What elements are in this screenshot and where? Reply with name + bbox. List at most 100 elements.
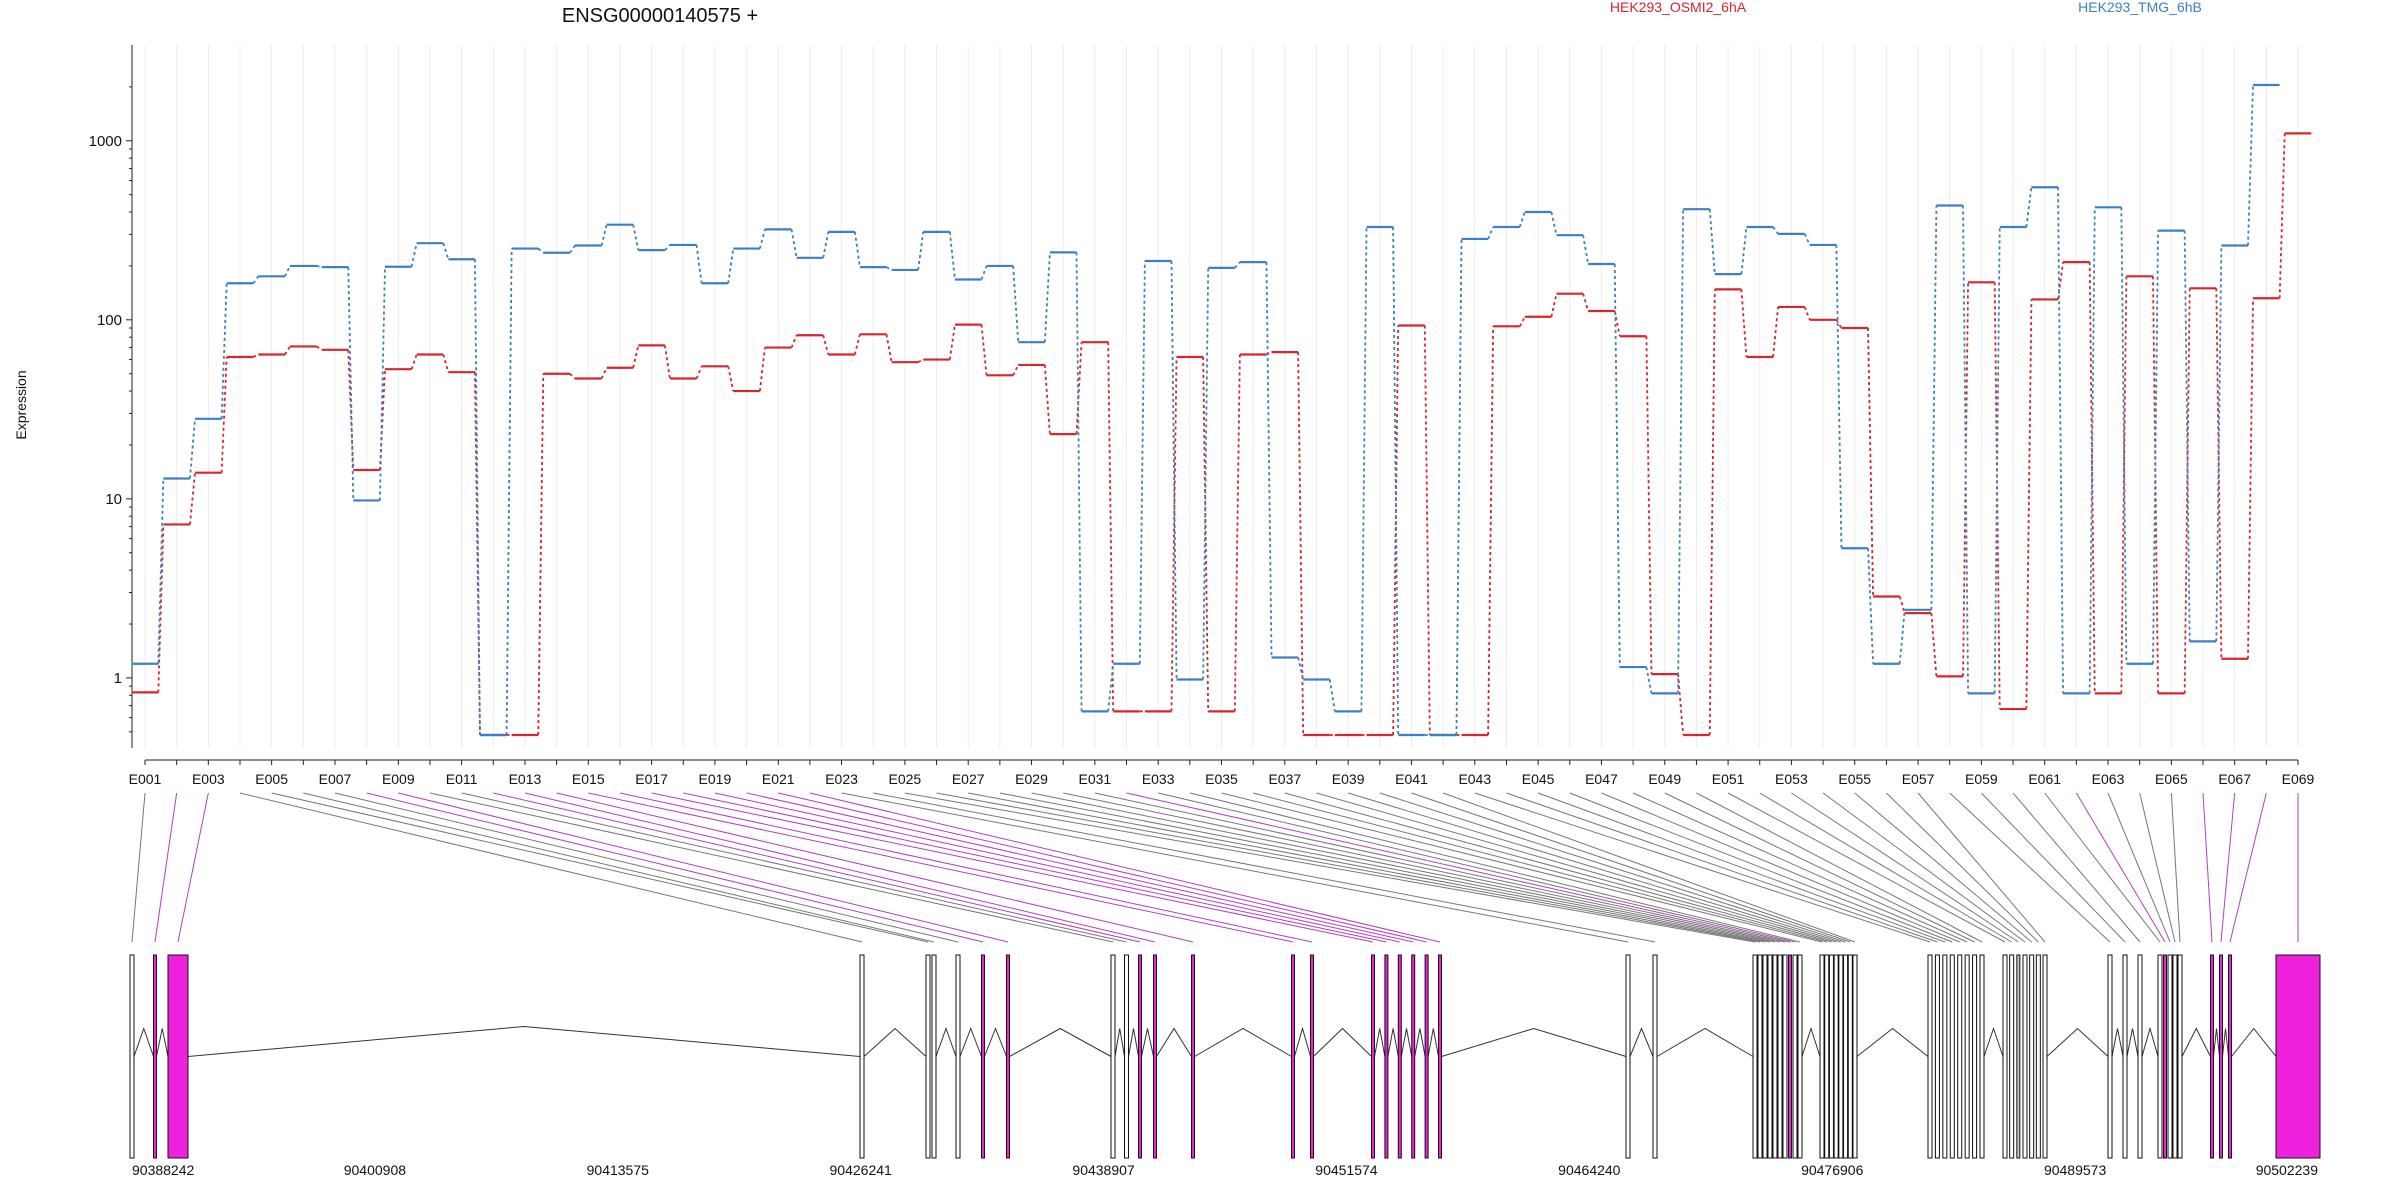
series-connector <box>853 231 861 268</box>
exon-connector <box>493 792 1141 943</box>
exon-box <box>1949 954 1955 1159</box>
exon-box <box>1652 954 1658 1159</box>
exon-connector <box>2220 792 2236 943</box>
series-connector <box>505 248 513 735</box>
exon-connector <box>936 792 1761 943</box>
series-connector <box>1107 342 1115 712</box>
exon-box <box>1411 954 1416 1159</box>
series-connector <box>537 247 544 254</box>
exon-connector <box>1474 792 1931 943</box>
coordinate-label: 90464240 <box>1558 1162 1621 1178</box>
exon-box <box>2016 954 2021 1159</box>
exon-box <box>2167 954 2173 1159</box>
exon-box <box>1788 954 1792 1159</box>
exon-connector <box>154 792 178 943</box>
series-connector <box>2215 245 2223 642</box>
series-connector <box>1645 336 1653 675</box>
series-connector <box>980 265 988 280</box>
exon-box <box>859 954 865 1159</box>
series-a <box>131 132 2312 737</box>
exon-box <box>2172 954 2178 1159</box>
intron-line <box>935 1027 957 1057</box>
y-tick-label: 1 <box>114 670 122 687</box>
x-tick-label: E001 <box>129 771 162 787</box>
series-connector <box>1297 352 1305 735</box>
x-tick-label: E041 <box>1395 771 1428 787</box>
x-tick-label: E009 <box>382 771 415 787</box>
exon-connector <box>2170 792 2181 943</box>
intron-line <box>2141 1026 2159 1057</box>
exon-box <box>153 954 157 1159</box>
x-tick-label: E019 <box>699 771 732 787</box>
exon-box <box>1310 954 1314 1159</box>
x-tick-label: E023 <box>825 771 858 787</box>
axes: 1 10 100 1000 E001 E003 E005 E007 E009 E011 E013 E0… <box>89 45 2315 787</box>
exon-connector <box>1791 792 2019 943</box>
series-connector <box>1392 226 1400 735</box>
series-connector <box>1297 657 1305 680</box>
intron-line <box>1400 1028 1413 1057</box>
y-tick-label: 100 <box>97 312 122 329</box>
intron-line <box>1414 1028 1426 1057</box>
series-connector <box>727 366 735 392</box>
exon-box <box>2219 954 2223 1159</box>
coordinate-label: 90426241 <box>830 1162 893 1178</box>
series-connector <box>1138 261 1146 664</box>
intron-line <box>1983 1026 2004 1057</box>
exon-box <box>1191 954 1195 1159</box>
exon-box <box>1384 954 1389 1159</box>
exon-box <box>1934 954 1940 1159</box>
coordinate-label: 90400908 <box>344 1162 407 1178</box>
intron-line <box>2111 1028 2124 1057</box>
exon-box <box>1979 954 1985 1159</box>
intron-line <box>984 1027 1007 1057</box>
exon-box <box>2157 954 2163 1159</box>
exon-connector <box>1063 792 1781 943</box>
exon-connector <box>2139 792 2176 943</box>
series-connector <box>474 259 481 735</box>
series-connector <box>410 354 418 370</box>
x-tick-label: E051 <box>1712 771 1745 787</box>
series-connector <box>379 266 386 501</box>
x-tick-label: E039 <box>1332 771 1365 787</box>
series-connector <box>1962 282 1969 677</box>
exon-box <box>1972 954 1978 1159</box>
series-connector <box>790 229 798 258</box>
exon-connector <box>334 792 959 943</box>
series-connector <box>2057 262 2064 300</box>
exon-connector <box>524 792 1156 943</box>
exon-connector <box>1664 792 1975 943</box>
exon-box <box>925 954 931 1159</box>
exon-box <box>981 954 985 1159</box>
exon-connector <box>1348 792 1842 943</box>
intron-line <box>133 1026 154 1057</box>
intron-line <box>863 1027 927 1057</box>
series-connector <box>1487 226 1494 240</box>
series-connector <box>2183 288 2191 694</box>
gene-model <box>129 954 2321 1159</box>
series-connector <box>316 265 322 268</box>
intron-line <box>2126 1028 2139 1057</box>
exon-box <box>2022 954 2028 1159</box>
exon-box <box>2035 954 2041 1159</box>
y-tick-label: 10 <box>105 491 122 508</box>
series-connector <box>316 345 323 351</box>
series-connector <box>1075 252 1083 712</box>
exon-connector <box>588 792 1294 943</box>
series-connector <box>1202 356 1210 712</box>
x-tick-label: E057 <box>1902 771 1935 787</box>
exon-box <box>2107 954 2113 1159</box>
x-tick-label: E063 <box>2092 771 2125 787</box>
exon-connector <box>366 792 984 943</box>
series-connector <box>1803 233 1811 246</box>
series-connector <box>664 244 671 251</box>
exon-connector <box>1886 792 2039 943</box>
series-connector <box>2215 288 2223 659</box>
series-connector <box>2247 298 2254 659</box>
series-connector <box>1803 306 1811 321</box>
exon-connector <box>2012 792 2141 943</box>
exon-connector <box>461 792 1127 943</box>
x-tick-label: E065 <box>2155 771 2188 787</box>
exon-connector <box>1537 792 1946 943</box>
exon-box <box>2228 954 2232 1159</box>
